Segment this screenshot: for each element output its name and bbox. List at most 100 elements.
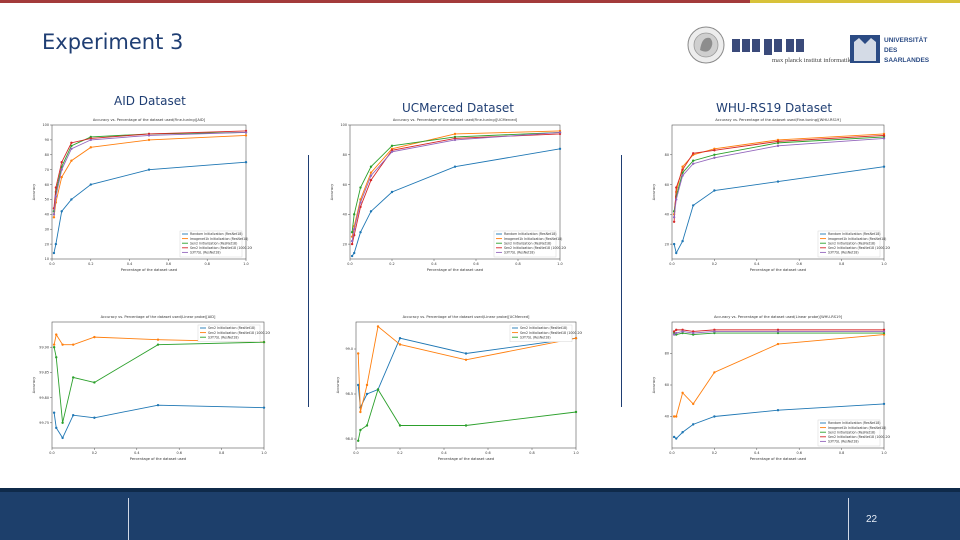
legend-label: Sen2 Initialization (ResNet18 (1000.20k)… [504, 246, 566, 250]
data-point [882, 137, 886, 140]
y-tick-label: 99.0 [345, 347, 353, 351]
x-axis-label: Percentage of the dataset used [438, 457, 494, 461]
data-point [365, 424, 369, 427]
data-point [147, 168, 151, 171]
data-point [359, 410, 362, 414]
data-point [60, 161, 63, 164]
x-tick-label: 0.6 [796, 451, 801, 455]
data-point [776, 140, 780, 143]
x-axis-label: Percentage of the dataset used [750, 268, 806, 272]
x-tick-label: 0.4 [754, 262, 759, 266]
y-tick-label: 99.75 [39, 421, 49, 425]
data-point [54, 186, 58, 189]
data-point [882, 402, 886, 406]
data-point [681, 431, 684, 434]
x-tick-label: 1.0 [881, 262, 886, 266]
data-point [60, 210, 63, 213]
legend-label: Sen2 Initialization (ResNet18 (1000.20k)… [208, 331, 270, 335]
data-point [882, 165, 886, 168]
data-point [353, 228, 356, 231]
data-point [147, 138, 151, 142]
data-point [54, 242, 58, 246]
x-tick-label: 0.6 [166, 262, 171, 266]
data-point [353, 251, 356, 255]
data-point [52, 343, 56, 346]
y-tick-label: 40 [665, 415, 669, 419]
data-point [61, 421, 64, 424]
data-point [672, 333, 676, 336]
data-point [244, 161, 248, 164]
data-point [692, 204, 695, 207]
svg-text:DES: DES [884, 47, 898, 54]
data-point [369, 178, 373, 182]
data-point [60, 168, 63, 171]
legend-label: Imagenet1k Initialization (ResNet18) [190, 237, 248, 241]
x-tick-label: 0.8 [204, 262, 209, 266]
data-point [672, 415, 676, 418]
legend-label: S3Y7SL (ResNet18) [828, 251, 859, 255]
x-tick-label: 0.2 [712, 451, 717, 455]
data-point [70, 159, 73, 162]
legend-box [509, 324, 573, 342]
data-point [52, 251, 56, 255]
data-point [675, 437, 678, 440]
data-point [52, 411, 56, 414]
y-axis-label: Accuracy [32, 376, 36, 393]
legend-label: S3Y7SL (ResNet18) [504, 251, 535, 255]
x-tick-label: 0.0 [347, 262, 352, 266]
column-divider-right [621, 155, 622, 407]
svg-text:max planck institut informatik: max planck institut informatik [772, 57, 852, 64]
data-point [70, 144, 73, 148]
legend-box [197, 324, 261, 342]
x-tick-label: 0.4 [134, 451, 139, 455]
x-tick-label: 1.0 [573, 451, 578, 455]
data-point [692, 162, 695, 165]
x-tick-label: 0.2 [389, 262, 394, 266]
data-point [713, 415, 716, 418]
data-point [93, 381, 96, 384]
x-tick-label: 0.0 [49, 262, 54, 266]
x-axis-label: Percentage of the dataset used [121, 268, 177, 272]
legend-label: Sen2 Initialization (ResNet18) [504, 241, 551, 245]
y-tick-label: 99.80 [39, 396, 49, 400]
data-point [72, 343, 75, 346]
data-point [398, 424, 402, 427]
data-point [55, 426, 58, 430]
chart-title: Accuracy vs. Percentage of the dataset u… [715, 118, 841, 122]
data-point [675, 328, 678, 332]
y-tick-label: 80 [665, 352, 669, 356]
x-axis-label: Percentage of the dataset used [130, 457, 186, 461]
data-point [357, 383, 360, 387]
legend-label: Random Initialization (ResNet18) [828, 421, 881, 425]
data-point [244, 134, 248, 137]
data-point [464, 358, 468, 361]
y-axis-label: Accuracy [652, 376, 656, 393]
y-tick-label: 70 [45, 168, 49, 172]
minerva-logo [687, 26, 725, 64]
column-divider-left [308, 155, 309, 407]
y-tick-label: 100 [341, 123, 347, 127]
x-tick-label: 0.8 [515, 262, 520, 266]
x-tick-label: 0.2 [712, 262, 717, 266]
data-point [776, 144, 780, 148]
data-point [692, 152, 695, 155]
x-axis-label: Percentage of the dataset used [750, 457, 806, 461]
y-tick-label: 10 [45, 257, 49, 261]
y-tick-label: 98.0 [345, 437, 353, 441]
x-tick-label: 0.0 [49, 451, 54, 455]
svg-text:UNIVERSITÄT: UNIVERSITÄT [884, 36, 927, 44]
y-axis-label: Accuracy [330, 183, 334, 200]
x-tick-label: 1.0 [261, 451, 266, 455]
saarland-logo: UNIVERSITÄT DES SAARLANDES [850, 35, 930, 64]
data-point [52, 346, 56, 349]
data-point [353, 213, 356, 216]
data-point [357, 439, 360, 442]
data-point [776, 409, 780, 412]
data-point [93, 416, 96, 419]
data-point [398, 343, 402, 346]
data-point [89, 138, 92, 142]
x-tick-label: 0.6 [176, 451, 181, 455]
data-point [681, 165, 684, 168]
data-point [52, 216, 56, 219]
data-point [675, 331, 678, 335]
